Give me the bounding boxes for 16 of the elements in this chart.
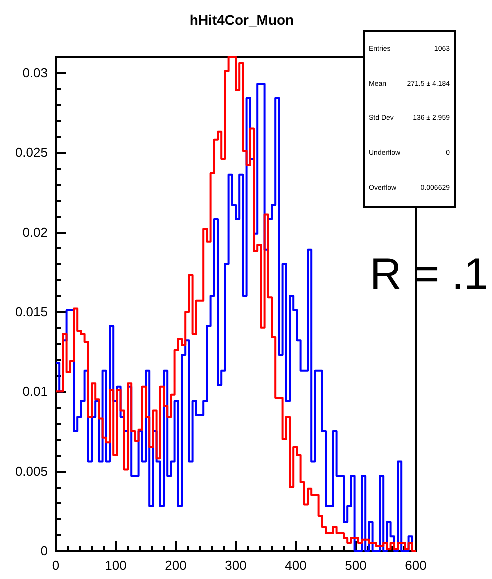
y-tick-label: 0.015 — [15, 304, 48, 320]
y-tick-label: 0.03 — [22, 65, 48, 80]
y-tick-label: 0.005 — [15, 464, 48, 479]
x-tick-label: 400 — [285, 558, 307, 573]
x-tick-label: 300 — [225, 558, 247, 573]
y-tick-label: 0.01 — [22, 384, 48, 400]
x-tick-label: 600 — [405, 558, 427, 573]
annotation: R = .1 — [370, 250, 489, 300]
chart-title: hHit4Cor_Muon — [190, 12, 294, 28]
y-tick-label: 0.02 — [22, 224, 48, 240]
x-tick-label: 0 — [52, 558, 60, 573]
x-tick-label: 200 — [165, 558, 187, 573]
y-tick-label: 0 — [40, 544, 48, 558]
x-tick-label: 500 — [345, 558, 367, 573]
x-tick-label: 100 — [105, 558, 127, 573]
y-tick-label: 0.025 — [15, 145, 48, 160]
